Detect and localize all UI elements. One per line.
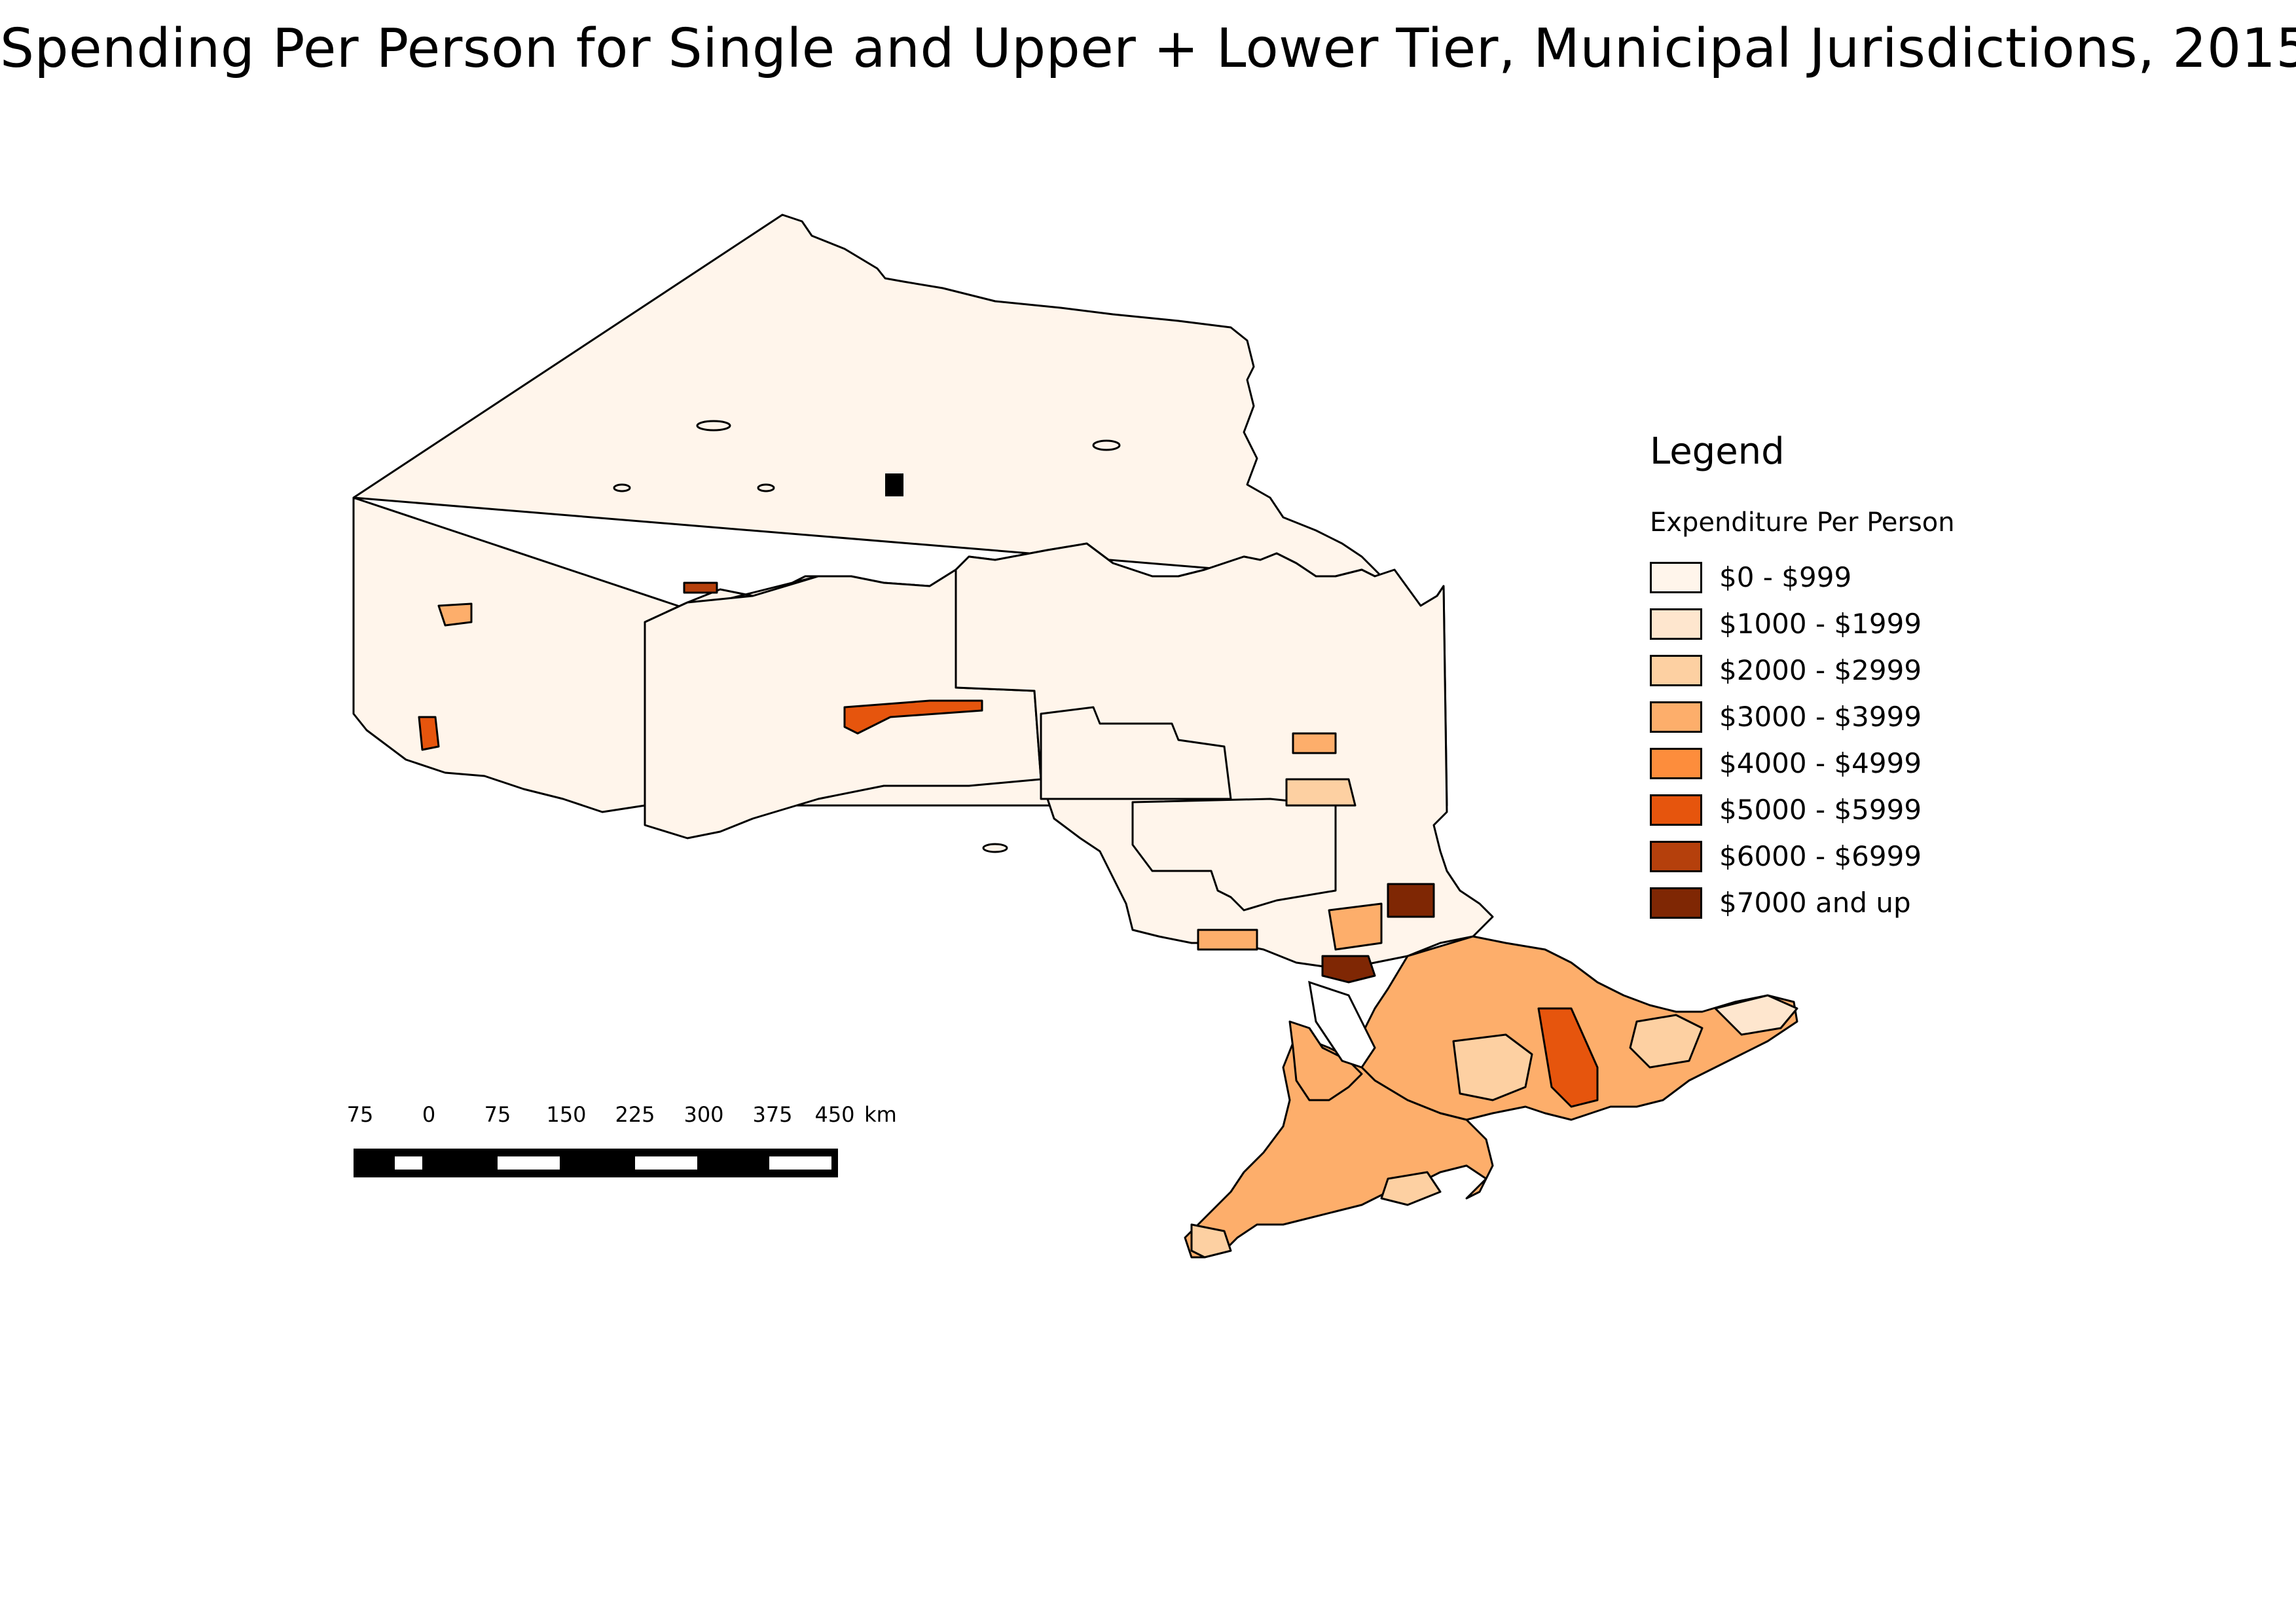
legend-swatch bbox=[1650, 701, 1702, 733]
legend-swatch bbox=[1650, 608, 1702, 640]
scale-bar: 75 0 75 150 225 300 375 450 km bbox=[347, 1100, 897, 1185]
legend-swatch bbox=[1650, 561, 1702, 593]
scale-tick-label: 150 bbox=[546, 1102, 587, 1127]
scale-tick-label: 450 bbox=[814, 1102, 855, 1127]
legend-item: $1000 - $1999 bbox=[1650, 600, 1955, 647]
district-1 bbox=[1040, 706, 1232, 800]
map-title: Spending Per Person for Single and Upper… bbox=[0, 18, 2296, 80]
region-northwest bbox=[352, 496, 820, 813]
lake-outline-5 bbox=[982, 843, 1008, 853]
legend-title: Legend bbox=[1650, 430, 1785, 473]
scale-tick-label: 225 bbox=[615, 1102, 655, 1127]
legend-swatch bbox=[1650, 654, 1702, 686]
scale-tick-label: 375 bbox=[752, 1102, 793, 1127]
legend-label: $0 - $999 bbox=[1719, 561, 1852, 593]
lake-outline-4 bbox=[757, 483, 775, 492]
legend-item: $7000 and up bbox=[1650, 879, 1955, 926]
scale-tick-label: 0 bbox=[422, 1102, 436, 1127]
scale-tick-label: 300 bbox=[683, 1102, 724, 1127]
region-niagara bbox=[1380, 1171, 1442, 1206]
scale-unit-label: km bbox=[864, 1102, 897, 1127]
lake-outline-1 bbox=[1092, 439, 1121, 451]
legend-item: $5000 - $5999 bbox=[1650, 786, 1955, 833]
legend-label: $3000 - $3999 bbox=[1719, 700, 1922, 733]
legend-item: $4000 - $4999 bbox=[1650, 740, 1955, 786]
region-nw-light-1 bbox=[437, 602, 473, 627]
legend-swatch bbox=[1650, 887, 1702, 919]
legend-subtitle: Expenditure Per Person bbox=[1650, 507, 1955, 538]
region-nw-dark-small bbox=[683, 581, 718, 594]
legend-label: $7000 and up bbox=[1719, 886, 1911, 919]
scale-tick-label: 75 bbox=[484, 1102, 511, 1127]
lake-outline-3 bbox=[613, 483, 631, 492]
legend-item: $6000 - $6999 bbox=[1650, 833, 1955, 879]
region-dark-north bbox=[1387, 883, 1435, 918]
legend-label: $5000 - $5999 bbox=[1719, 793, 1922, 826]
legend-label: $1000 - $1999 bbox=[1719, 607, 1922, 640]
map-legend: Legend Expenditure Per Person $0 - $999 … bbox=[1650, 426, 1955, 926]
region-ne-orange-2 bbox=[1197, 929, 1258, 951]
legend-swatch bbox=[1650, 794, 1702, 826]
legend-item: $3000 - $3999 bbox=[1650, 693, 1955, 740]
legend-item: $2000 - $2999 bbox=[1650, 647, 1955, 693]
legend-label: $4000 - $4999 bbox=[1719, 747, 1922, 779]
region-south-central-light bbox=[1452, 1033, 1533, 1101]
region-ne-light-1 bbox=[1285, 778, 1357, 807]
legend-swatch bbox=[1650, 747, 1702, 779]
legend-label: $6000 - $6999 bbox=[1719, 840, 1922, 872]
scale-bar-graphic bbox=[354, 1149, 838, 1177]
region-orange-east bbox=[1537, 1007, 1599, 1108]
region-ne-orange-1 bbox=[1328, 902, 1383, 951]
legend-label: $2000 - $2999 bbox=[1719, 654, 1922, 686]
region-south-west bbox=[1184, 1033, 1494, 1259]
black-marker-north bbox=[885, 473, 903, 496]
region-east-tip bbox=[1714, 994, 1798, 1036]
lake-outline-2 bbox=[696, 420, 731, 432]
georgian-bay bbox=[1308, 980, 1376, 1069]
region-southwest-tip bbox=[1190, 1223, 1232, 1259]
region-eastern-light bbox=[1629, 1014, 1704, 1069]
region-nw-orange-strip bbox=[843, 699, 983, 735]
region-dark-shore bbox=[1321, 955, 1376, 984]
legend-swatch bbox=[1650, 840, 1702, 872]
legend-item: $0 - $999 bbox=[1650, 554, 1955, 600]
region-bruce-peninsula bbox=[1288, 1020, 1363, 1101]
region-nw-light-2 bbox=[1292, 732, 1337, 754]
region-nw-orange-small bbox=[418, 716, 440, 751]
scale-tick-label: 75 bbox=[346, 1102, 374, 1127]
